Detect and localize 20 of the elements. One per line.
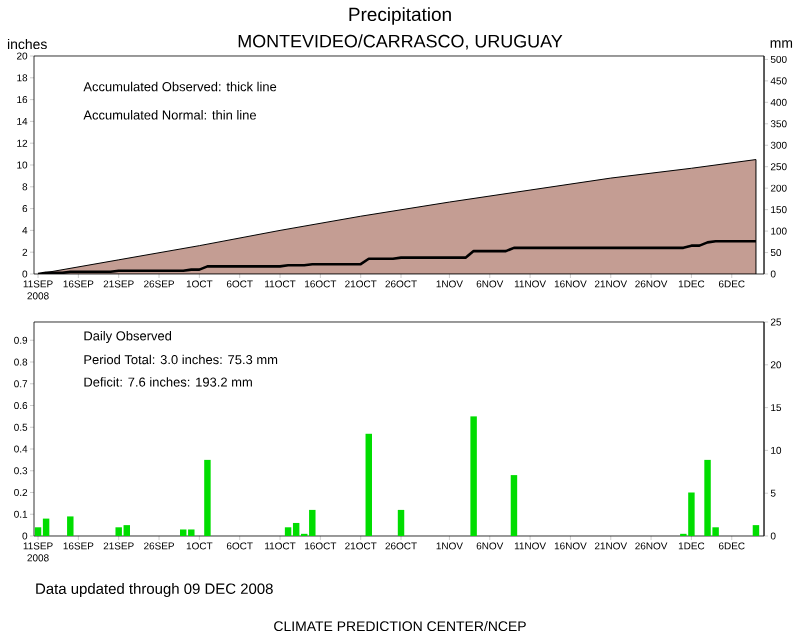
bar xyxy=(115,527,122,536)
bar xyxy=(510,475,518,536)
bar xyxy=(752,525,760,536)
bar xyxy=(470,416,477,536)
bar xyxy=(365,433,372,536)
chart-title: Precipitation xyxy=(349,7,451,25)
bar xyxy=(34,527,42,536)
bar xyxy=(704,459,711,536)
bar xyxy=(67,516,74,536)
bar xyxy=(309,509,316,536)
bar xyxy=(42,518,50,536)
bar xyxy=(292,522,300,536)
bar xyxy=(188,529,195,536)
chart-subtitle: MONTEVIDEO/CARRASCO, URUGUAY xyxy=(238,34,563,50)
bar xyxy=(284,527,292,536)
bar xyxy=(180,529,187,536)
bar xyxy=(123,525,130,536)
bar xyxy=(204,459,211,536)
bar xyxy=(397,509,405,536)
bar xyxy=(688,492,695,536)
